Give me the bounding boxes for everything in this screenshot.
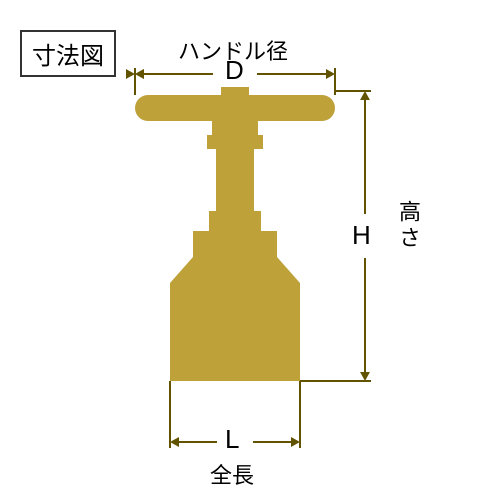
label-height-text: 高さ bbox=[396, 200, 421, 252]
label-D: D bbox=[225, 55, 244, 86]
label-total-length: 全長 bbox=[210, 458, 254, 490]
valve-diagram bbox=[0, 0, 500, 500]
label-L: L bbox=[225, 424, 239, 455]
label-H: H bbox=[352, 220, 371, 251]
label-D-text: D bbox=[225, 55, 244, 85]
label-H-text: H bbox=[352, 220, 371, 250]
diagram-stage: 寸法図 ハンドル径 D H 高さ L 全長 bbox=[0, 0, 500, 500]
label-total-length-text: 全長 bbox=[210, 463, 254, 488]
label-height: 高さ bbox=[392, 200, 424, 252]
label-L-text: L bbox=[225, 424, 239, 454]
